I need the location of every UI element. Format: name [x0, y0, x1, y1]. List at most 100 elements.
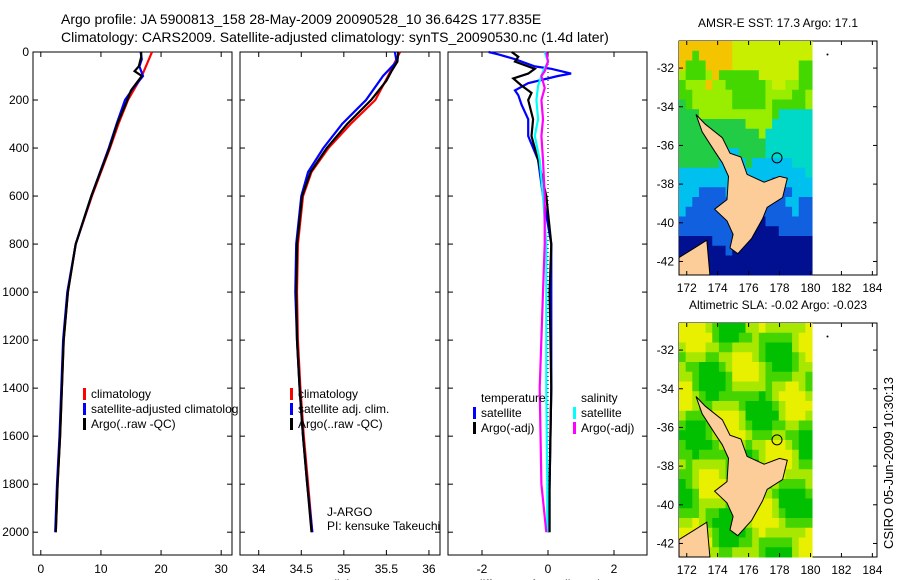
map-cell — [765, 371, 773, 382]
map-cell — [745, 245, 753, 256]
map-cell — [752, 420, 760, 431]
map-cell — [685, 128, 693, 139]
lat-tick-label: -42 — [657, 536, 675, 550]
map-cell — [718, 498, 727, 509]
map-cell — [785, 236, 793, 247]
map-cell — [685, 332, 693, 343]
map-cell — [798, 401, 806, 412]
map-cell — [679, 401, 687, 412]
y-tick-label: 2000 — [2, 525, 29, 539]
map-cell — [758, 420, 766, 431]
map-cell — [745, 109, 753, 120]
map-cell — [692, 60, 700, 71]
map-cell — [778, 158, 786, 169]
map-cell — [698, 226, 707, 237]
map-cell — [785, 420, 793, 431]
legend-swatch — [573, 407, 576, 419]
map-cell — [738, 352, 747, 363]
map-cell — [758, 362, 766, 373]
y-tick-label: 0 — [22, 45, 29, 59]
map-cell — [765, 60, 773, 71]
map-cell — [778, 352, 786, 363]
map-cell — [725, 508, 733, 519]
map-cell — [745, 70, 753, 81]
legend-label: satellite — [481, 406, 522, 420]
map-cell — [785, 459, 793, 470]
map-cell — [725, 362, 733, 373]
annotation-program: J-ARGO — [327, 505, 372, 519]
lon-tick-label: 178 — [770, 281, 790, 295]
map-cell — [712, 216, 720, 227]
map-cell — [712, 158, 720, 169]
map-cell — [725, 323, 733, 334]
map-cell — [679, 479, 687, 490]
map-cell — [705, 226, 713, 237]
map-cell — [685, 89, 693, 100]
map-cell — [752, 342, 760, 353]
map-cell — [732, 410, 740, 421]
map-cell — [778, 420, 786, 431]
map-cell — [732, 128, 740, 139]
map-cell — [725, 371, 733, 382]
map-cell — [798, 420, 806, 431]
map-cell — [745, 430, 753, 441]
map-cell — [692, 216, 700, 227]
map-cell — [732, 255, 740, 266]
map-cell — [712, 508, 720, 519]
map-cell — [752, 323, 760, 334]
map-cell — [725, 109, 733, 120]
map-cell — [712, 245, 720, 256]
map-cell — [765, 89, 773, 100]
map-cell — [752, 527, 760, 538]
north-island-landmass — [695, 396, 788, 537]
map-cell — [725, 381, 733, 392]
map-cell — [698, 187, 707, 198]
map-cell — [679, 469, 687, 480]
map-cell — [785, 352, 793, 363]
map-cell — [698, 148, 707, 159]
map-cell — [692, 498, 700, 509]
map-cell — [765, 80, 773, 91]
map-cell — [765, 342, 773, 353]
map-cell — [752, 362, 760, 373]
map-cell — [685, 41, 693, 52]
map-cell — [765, 420, 773, 431]
map-cell — [792, 352, 800, 363]
map-cell — [725, 342, 733, 353]
map-cell — [679, 440, 687, 451]
map-cell — [698, 498, 707, 509]
map-cell — [785, 449, 793, 460]
map-cell — [772, 206, 780, 217]
map-cell — [698, 449, 707, 460]
map-cell — [752, 449, 760, 460]
map-cell — [785, 440, 793, 451]
map-cell — [785, 109, 793, 120]
map-cell — [732, 362, 740, 373]
legend-swatch — [83, 418, 86, 430]
map-cell — [798, 265, 806, 276]
map-cell — [758, 167, 766, 178]
map-cell — [805, 50, 813, 61]
map-cell — [679, 449, 687, 460]
map-cell — [698, 518, 707, 529]
map-cell — [745, 138, 753, 149]
map-cell — [805, 371, 813, 382]
map-cell — [752, 410, 760, 421]
map-cell — [798, 449, 806, 460]
lat-tick-label: -40 — [657, 216, 675, 230]
map-cell — [785, 99, 793, 110]
map-cell — [778, 70, 786, 81]
map-cell — [765, 508, 773, 519]
map-cell — [705, 498, 713, 509]
map-cell — [725, 60, 733, 71]
map-cell — [752, 371, 760, 382]
map-cell — [685, 342, 693, 353]
map-cell — [705, 469, 713, 480]
map-cell — [765, 332, 773, 343]
map-cell — [785, 332, 793, 343]
lat-tick-label: -38 — [657, 459, 675, 473]
map-cell — [772, 216, 780, 227]
map-cell — [778, 410, 786, 421]
map-cell — [765, 410, 773, 421]
map-cell — [712, 187, 720, 198]
